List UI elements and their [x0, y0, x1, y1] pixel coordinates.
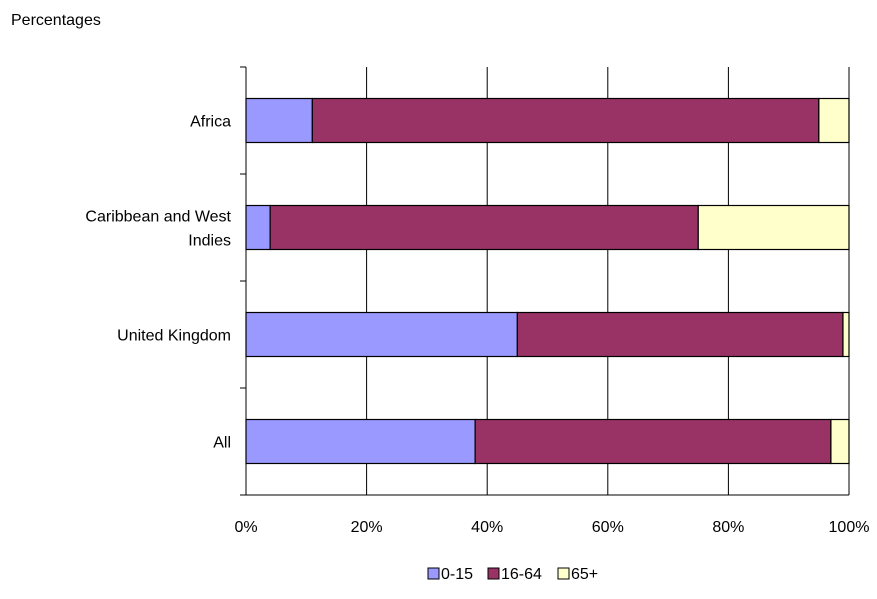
unit-label: Percentages — [11, 12, 101, 29]
category-label: Africa — [190, 114, 231, 131]
legend-swatch — [557, 567, 570, 580]
bar-segment — [474, 418, 832, 465]
legend-label: 65+ — [571, 566, 598, 583]
category-label: All — [213, 435, 231, 452]
legend-label: 16-64 — [501, 566, 542, 583]
bar-segment — [245, 311, 518, 358]
bar-segment — [245, 204, 271, 251]
bar-segment — [516, 311, 844, 358]
x-tick-label: 0% — [234, 519, 257, 536]
legend-swatch — [487, 567, 500, 580]
legend-swatch — [427, 567, 440, 580]
legend: 0-15 16-64 65+ — [427, 566, 598, 583]
bar-segment — [269, 204, 699, 251]
bar-segment — [245, 418, 476, 465]
x-tick-label: 100% — [829, 519, 870, 536]
category-label: Caribbean and West Indies — [85, 209, 231, 250]
bar-segment — [311, 97, 820, 144]
category-labels: Africa Caribbean and West Indies United Kin… — [85, 114, 231, 452]
bars — [245, 97, 850, 465]
x-tick-label: 20% — [351, 519, 383, 536]
legend-label: 0-15 — [441, 566, 473, 583]
category-label: United Kingdom — [117, 328, 231, 345]
bar-segment — [842, 311, 850, 358]
bar-segment — [245, 97, 313, 144]
x-tick-label: 60% — [592, 519, 624, 536]
bar-segment — [830, 418, 850, 465]
x-tick-label: 80% — [712, 519, 744, 536]
x-tick-label: 40% — [471, 519, 503, 536]
x-tick-labels: 0% 20% 40% 60% 80% 100% — [234, 519, 869, 536]
axes — [240, 66, 849, 496]
bar-segment — [818, 97, 850, 144]
bar-segment — [697, 204, 850, 251]
